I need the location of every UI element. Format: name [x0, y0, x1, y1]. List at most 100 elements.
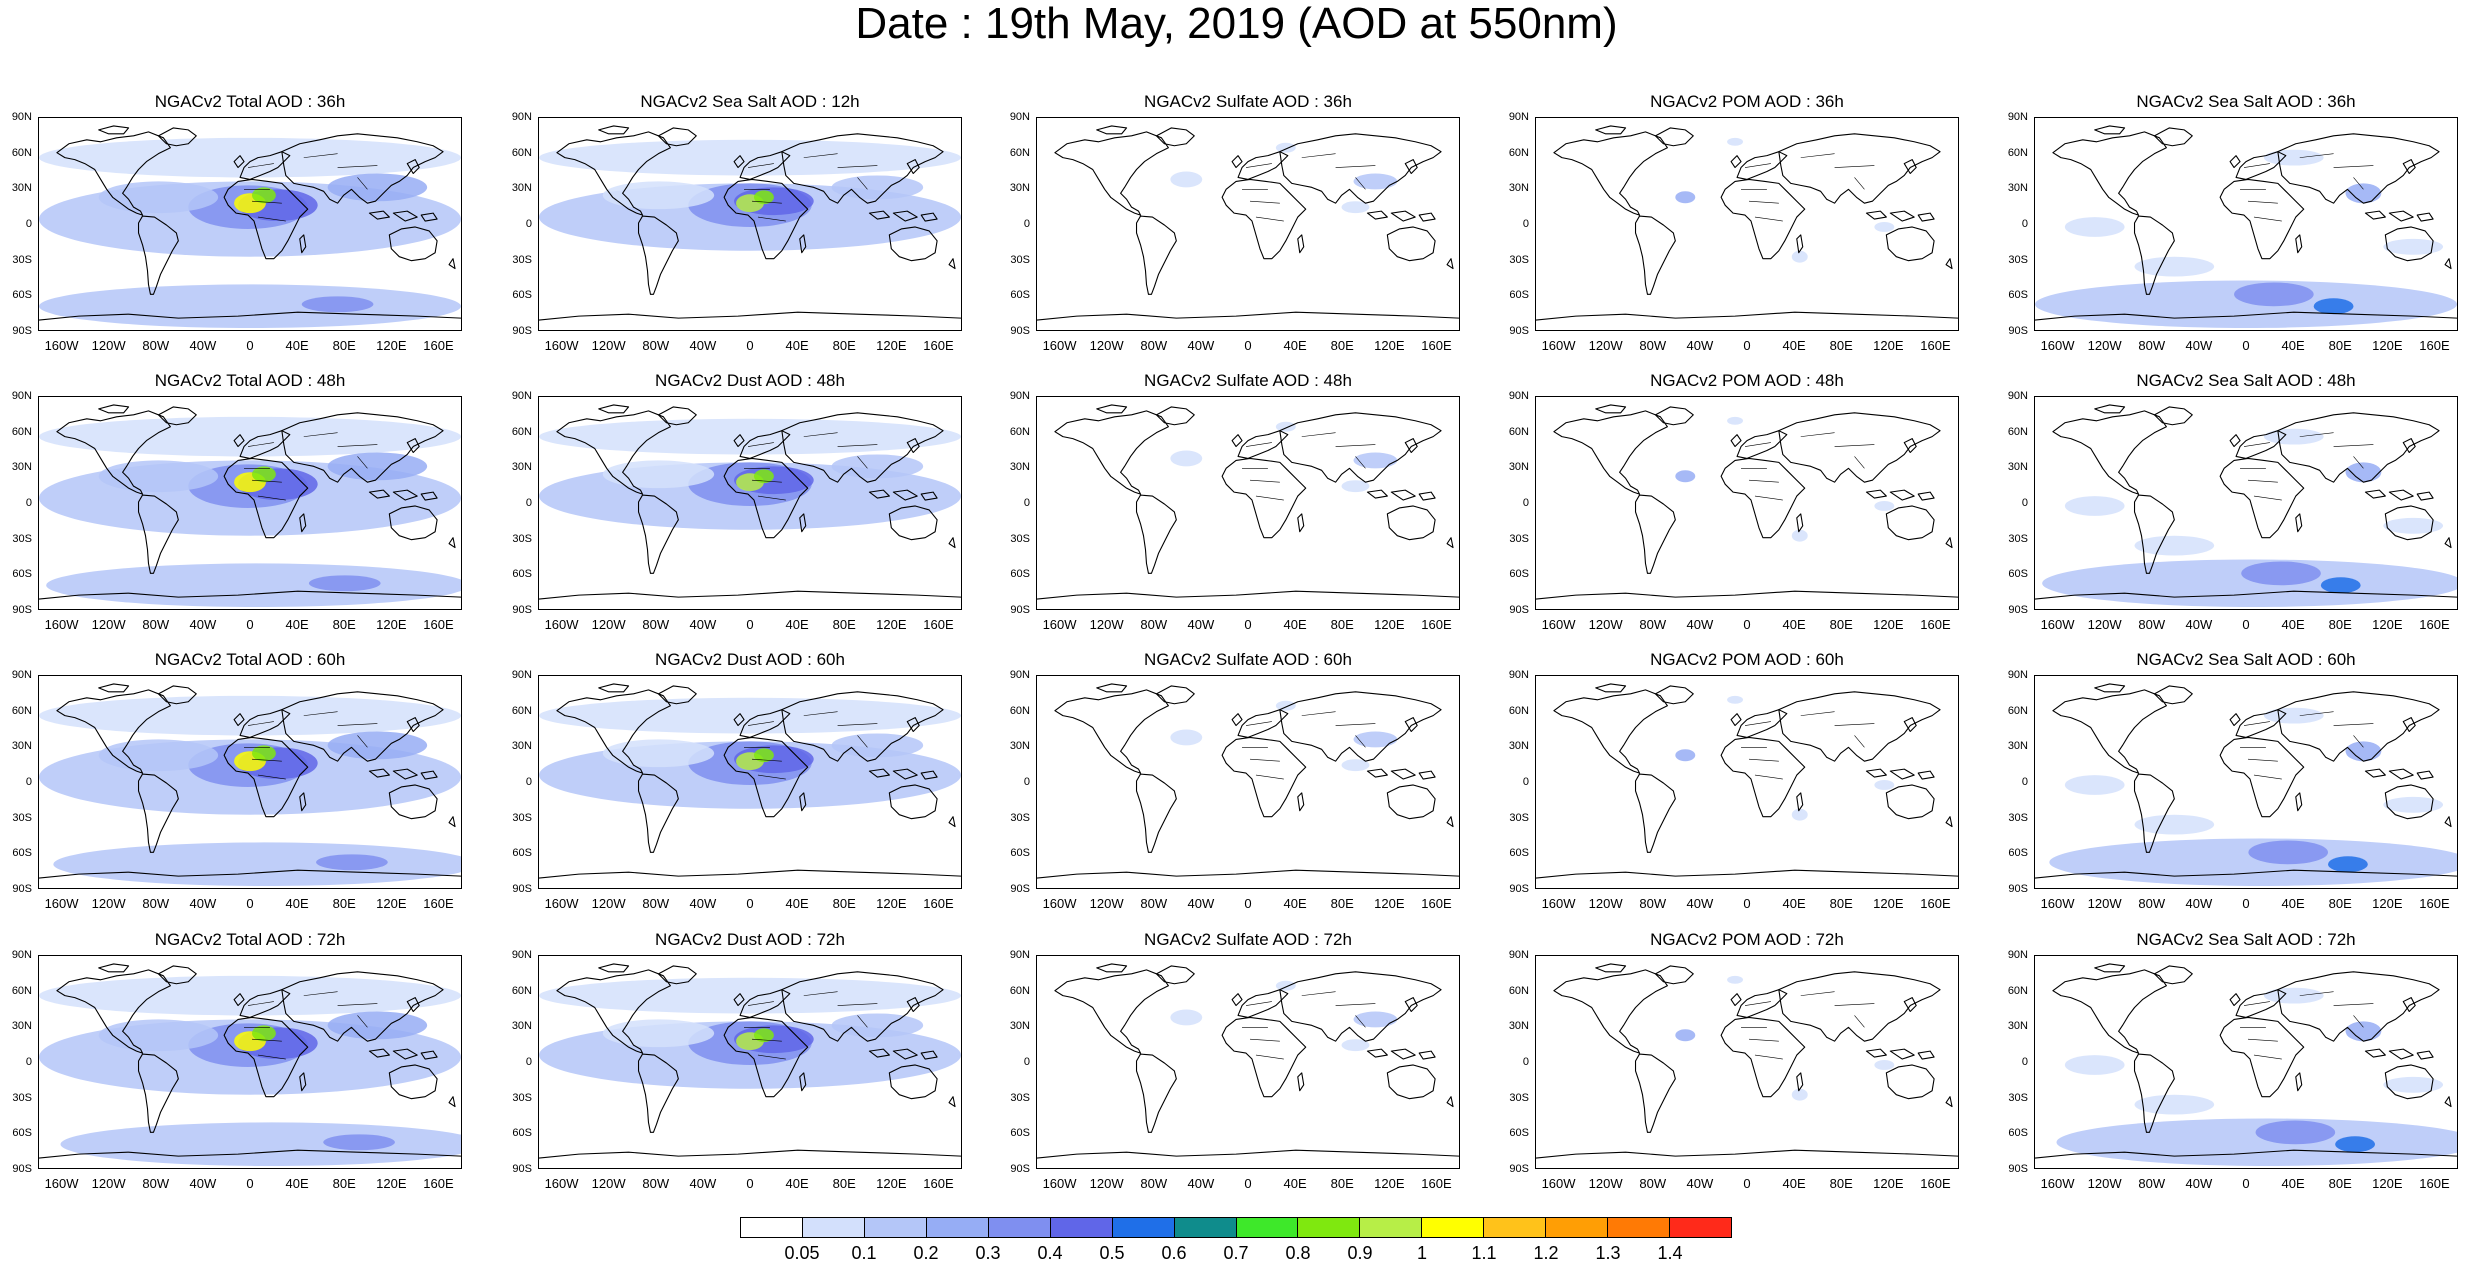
aod-contour-area	[1353, 1011, 1398, 1028]
lon-tick-label: 40E	[785, 617, 809, 632]
lat-tick-label: 30S	[512, 1091, 532, 1104]
aod-field-svg	[1536, 404, 1958, 600]
aod-field-svg	[539, 963, 961, 1159]
lat-tick-label: 30S	[512, 532, 532, 545]
lat-tick-label: 60N	[1009, 146, 1030, 159]
colorbar-swatch	[1670, 1218, 1731, 1237]
aod-contour-area	[53, 842, 461, 887]
lat-tick-label: 30N	[2007, 182, 2028, 195]
lon-tick-label: 40W	[2185, 896, 2213, 911]
lon-tick-label: 40W	[189, 896, 217, 911]
lon-tick-label: 40E	[2281, 896, 2305, 911]
aod-contour-area	[602, 1019, 715, 1048]
lat-tick-label: 60N	[11, 984, 32, 997]
lat-tick-label: 30S	[2008, 532, 2028, 545]
aod-contour-area	[1727, 137, 1744, 146]
coastline-outline	[1536, 125, 1958, 321]
lat-tick-label: 90S	[2008, 883, 2028, 895]
lat-tick-label: 0	[25, 1056, 32, 1068]
lat-tick-label: 90N	[2007, 669, 2028, 681]
lon-tick-label: 0	[246, 338, 254, 353]
lon-tick-label: 40W	[1686, 1176, 1714, 1191]
lon-tick-label: 120W	[591, 617, 626, 632]
aod-contour-area	[2383, 796, 2444, 813]
lat-tick-label: 60N	[511, 146, 532, 159]
lon-tick-label: 160W	[1042, 1176, 1077, 1191]
aod-contour-area	[327, 1011, 428, 1040]
lon-tick-label: 0	[746, 338, 754, 353]
aod-contour-area	[2064, 1055, 2125, 1075]
lat-tick-label: 90N	[1009, 949, 1030, 961]
lon-tick-label: 40E	[2281, 338, 2305, 353]
lat-tick-label: 0	[1023, 218, 1030, 230]
lat-tick-label: 30S	[1010, 253, 1030, 266]
lon-tick-label: 120E	[1873, 896, 1904, 911]
aod-contour-area	[2064, 217, 2125, 237]
lon-tick-label: 160W	[44, 338, 79, 353]
lon-tick-label: 160W	[44, 617, 79, 632]
lat-tick-label: 60S	[512, 289, 532, 302]
panel-title: NGACv2 Total AOD : 72h	[154, 930, 346, 949]
aod-contour-area	[60, 1122, 461, 1167]
world-map	[1036, 675, 1460, 889]
world-map	[38, 396, 462, 610]
aod-contour-area	[2345, 1021, 2382, 1042]
aod-contour-area	[1275, 142, 1296, 153]
lat-tick-label: 60S	[2008, 847, 2028, 860]
colorbar-tick-label: 1.4	[1657, 1243, 1683, 1263]
aod-contour-area	[1353, 173, 1398, 190]
aod-contour-area	[1727, 975, 1744, 984]
aod-contour-area	[1727, 695, 1744, 704]
aod-field-svg	[539, 125, 961, 321]
colorbar-tick-label: 1.3	[1595, 1243, 1621, 1263]
lat-tick-label: 90N	[1009, 111, 1030, 123]
aod-colorbar	[740, 1217, 1732, 1238]
lon-tick-label: 40W	[2185, 338, 2213, 353]
panel-title: NGACv2 POM AOD : 60h	[1650, 650, 1844, 669]
lat-tick-label: 30S	[12, 811, 32, 824]
lon-tick-label: 80E	[332, 1176, 356, 1191]
lon-tick-label: 160W	[544, 896, 579, 911]
lon-tick-label: 40W	[2185, 617, 2213, 632]
lat-tick-label: 90S	[512, 1163, 532, 1175]
panel-title: NGACv2 Dust AOD : 72h	[655, 930, 845, 949]
lon-tick-label: 80W	[1140, 896, 1168, 911]
lon-tick-label: 160E	[1920, 896, 1951, 911]
aod-field-svg	[39, 404, 461, 608]
world-map	[1535, 955, 1959, 1169]
aod-contour-area	[251, 745, 276, 762]
lat-tick-label: 0	[1522, 776, 1529, 788]
lon-tick-label: 160E	[923, 1176, 954, 1191]
panel-title: NGACv2 Sea Salt AOD : 60h	[2136, 650, 2356, 669]
lat-tick-label: 30N	[1508, 1020, 1529, 1033]
lat-tick-label: 90N	[11, 390, 32, 402]
lat-tick-label: 60S	[2008, 289, 2028, 302]
lon-tick-label: 40W	[1187, 338, 1215, 353]
lon-tick-label: 40E	[785, 1176, 809, 1191]
lon-tick-label: 80E	[1829, 1176, 1853, 1191]
aod-field-svg	[39, 683, 461, 887]
lon-tick-label: 80W	[142, 1176, 170, 1191]
map-panel-dust-48h: NGACv2 Dust AOD : 48h 90N 60N 30N 0 30S 60S 90S…	[500, 371, 962, 642]
map-panel-sulfate-48h: NGACv2 Sulfate AOD : 48h 90N 60N 30N 0 30S 60S…	[998, 371, 1460, 642]
lon-tick-label: 40E	[1283, 617, 1307, 632]
aod-contour-area	[539, 139, 961, 176]
lat-tick-label: 90S	[1010, 604, 1030, 616]
lat-tick-label: 60S	[1509, 847, 1529, 860]
lon-tick-label: 40W	[689, 338, 717, 353]
lon-tick-label: 80W	[142, 896, 170, 911]
aod-contour-area	[2255, 1120, 2336, 1145]
lon-tick-label: 0	[2242, 617, 2250, 632]
aod-contour-area	[2345, 183, 2382, 204]
lat-tick-label: 0	[525, 497, 532, 509]
lon-tick-label: 120W	[91, 338, 126, 353]
lat-tick-label: 0	[1023, 1056, 1030, 1068]
lat-tick-label: 90S	[12, 1163, 32, 1175]
lat-tick-label: 60N	[1508, 704, 1529, 717]
coastline-outline	[1037, 404, 1459, 600]
lon-tick-label: 120E	[2372, 338, 2403, 353]
lat-tick-label: 90N	[2007, 949, 2028, 961]
lat-tick-label: 60N	[2007, 146, 2028, 159]
lon-tick-label: 120W	[1588, 617, 1623, 632]
lat-tick-label: 90N	[511, 111, 532, 123]
